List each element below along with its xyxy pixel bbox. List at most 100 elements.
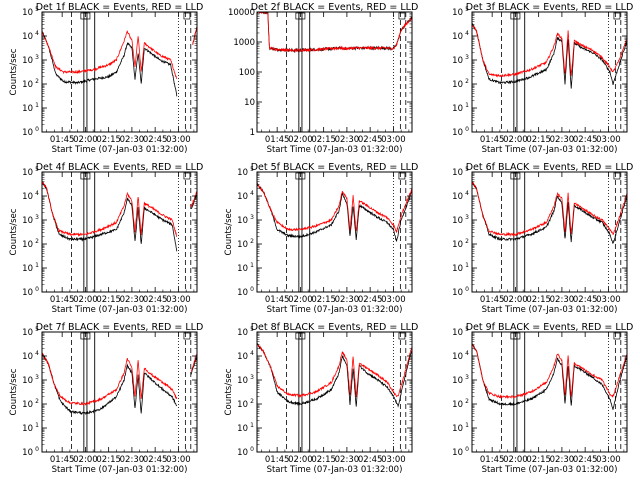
y-tick-label: 10 [22, 352, 33, 362]
x-axis-label: Start Time (07-Jan-03 01:32:00) [52, 145, 188, 155]
x-axis-label: Start Time (07-Jan-03 01:32:00) [267, 465, 403, 475]
x-tick-label: 03:00 [596, 455, 621, 465]
y-tick-exponent: 2 [250, 398, 254, 405]
panel-title: Det 4f BLACK = Events, RED = LLD [36, 162, 204, 173]
x-tick-label: 03:00 [596, 135, 621, 145]
x-tick-label: 02:45 [143, 135, 168, 145]
y-tick-exponent: 1 [465, 262, 469, 269]
y-tick-label: 10 [22, 80, 33, 90]
marker-label-box [613, 332, 621, 340]
event-markers [501, 332, 622, 452]
event-markers [501, 12, 622, 132]
y-tick-exponent: 0 [465, 126, 469, 133]
y-tick-exponent: 5 [250, 166, 254, 173]
y-tick-label: 10 [237, 400, 248, 410]
x-tick-label: 03:00 [166, 135, 191, 145]
series-line-lld [257, 343, 412, 398]
series-line-lld [42, 25, 197, 79]
panel-title: Det 6f BLACK = Events, RED = LLD [466, 162, 634, 173]
x-tick-label: 01:45 [265, 295, 290, 305]
x-tick-label: 02:45 [143, 295, 168, 305]
panel-title: Det 8f BLACK = Events, RED = LLD [251, 322, 419, 333]
y-tick-label: 10 [22, 448, 33, 458]
y-tick-label: 10 [237, 264, 248, 274]
y-tick-exponent: 0 [35, 286, 39, 293]
y-tick-exponent: 3 [35, 214, 39, 221]
y-tick-exponent: 4 [250, 190, 254, 197]
series-line-events [257, 182, 412, 242]
panel-5: Det 5f BLACK = Events, RED = LLD 01:45 02:… [224, 162, 418, 315]
y-tick-label: 10 [22, 104, 33, 114]
marker-label-box [298, 12, 306, 20]
x-tick-label: 02:30 [120, 295, 145, 305]
event-markers [286, 332, 407, 452]
y-tick-label: 10 [22, 8, 33, 18]
x-tick-label: 01:45 [480, 295, 505, 305]
y-tick-exponent: 4 [465, 30, 469, 37]
y-tick-exponent: 5 [35, 6, 39, 13]
event-markers [501, 172, 622, 292]
x-tick-label: 02:30 [335, 295, 360, 305]
marker-label-box [398, 332, 406, 340]
x-tick-label: 02:00 [288, 455, 313, 465]
y-tick-exponent: 3 [250, 214, 254, 221]
y-tick-label: 10 [22, 400, 33, 410]
series-line-events [472, 23, 627, 89]
x-tick-label: 02:00 [73, 455, 98, 465]
plot-frame [471, 11, 628, 133]
y-tick-exponent: 0 [465, 446, 469, 453]
x-tick-label: 02:30 [550, 295, 575, 305]
series-line-events [257, 12, 412, 53]
y-tick-label: 10 [244, 98, 255, 108]
x-tick-label: 01:45 [50, 135, 75, 145]
panel-2: Det 2f BLACK = Events, RED = LLD01:4502:… [228, 2, 418, 155]
plot-frame [41, 331, 198, 453]
y-tick-label: 10 [237, 328, 248, 338]
y-tick-label: 1000 [233, 38, 255, 48]
panel-title: Det 5f BLACK = Events, RED = LLD [251, 162, 419, 173]
x-axis-label: Start Time (07-Jan-03 01:32:00) [52, 305, 188, 315]
y-tick-label: 10 [237, 288, 248, 298]
y-tick-label: 10 [22, 424, 33, 434]
x-tick-label: 03:00 [166, 455, 191, 465]
x-tick-label: 02:15 [96, 135, 121, 145]
y-tick-exponent: 0 [35, 126, 39, 133]
plot-frame [256, 11, 413, 133]
y-tick-exponent: 0 [250, 286, 254, 293]
panel-8: Det 8f BLACK = Events, RED = LLD 01:4502:… [224, 322, 418, 475]
series-line-events [42, 352, 197, 416]
y-tick-exponent: 2 [465, 78, 469, 85]
y-tick-exponent: 4 [465, 350, 469, 357]
marker-label-box [513, 172, 521, 180]
y-tick-label: 10 [452, 264, 463, 274]
y-tick-label: 10 [237, 168, 248, 178]
y-tick-exponent: 3 [250, 374, 254, 381]
y-tick-exponent: 1 [35, 262, 39, 269]
y-tick-label: 10 [22, 240, 33, 250]
x-tick-label: 02:15 [526, 295, 551, 305]
y-tick-label: 10 [22, 56, 33, 66]
x-tick-label: 01:45 [50, 455, 75, 465]
y-tick-label: 10 [452, 352, 463, 362]
y-tick-exponent: 4 [35, 350, 39, 357]
plot-frame [471, 331, 628, 453]
x-tick-label: 02:00 [73, 135, 98, 145]
x-tick-label: 02:30 [550, 455, 575, 465]
y-tick-exponent: 1 [465, 422, 469, 429]
y-tick-exponent: 3 [35, 54, 39, 61]
marker-label-box [298, 332, 306, 340]
series-line-events [257, 343, 412, 408]
y-tick-exponent: 5 [35, 166, 39, 173]
marker-label-box [398, 12, 406, 20]
y-axis-label: Counts/sec [224, 208, 234, 255]
x-tick-label: 01:45 [265, 455, 290, 465]
x-tick-label: 02:15 [311, 135, 336, 145]
y-tick-exponent: 1 [465, 102, 469, 109]
y-tick-exponent: 5 [465, 6, 469, 13]
y-tick-label: 10 [237, 240, 248, 250]
y-tick-label: 10 [452, 288, 463, 298]
y-tick-label: 10 [237, 192, 248, 202]
marker-label-box [613, 172, 621, 180]
y-tick-label: 10 [237, 376, 248, 386]
y-tick-label: 10 [452, 8, 463, 18]
